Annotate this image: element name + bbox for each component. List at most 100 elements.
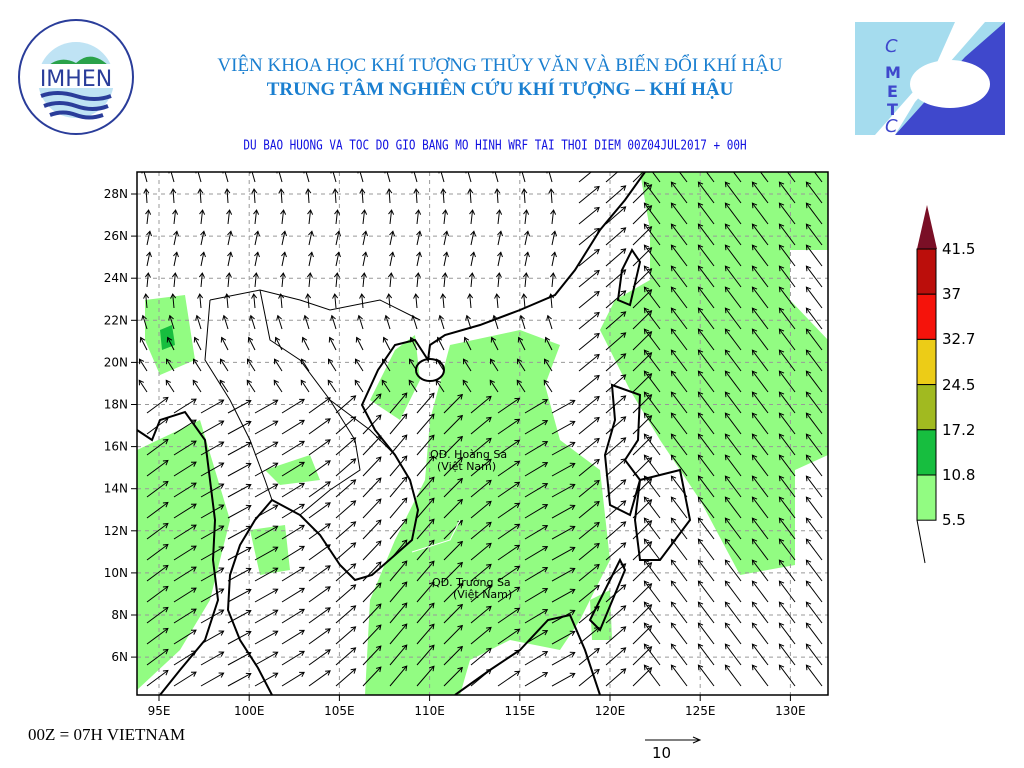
wind-arrow-head (569, 567, 576, 573)
wind-arrow (806, 223, 823, 246)
wind-arrow-head (724, 265, 731, 272)
wind-arrow (470, 273, 473, 288)
wind-arrow (779, 580, 796, 603)
wind-arrow (725, 349, 742, 372)
wind-arrow-head (173, 251, 179, 258)
x-tick-label: 120E (595, 704, 626, 718)
wind-arrow (335, 626, 356, 645)
wind-arrow (281, 419, 305, 435)
wind-arrow-head (299, 461, 305, 468)
wind-arrow-head (441, 272, 448, 278)
wind-arrow (254, 399, 278, 414)
wind-arrow (362, 252, 367, 267)
wind-arrow-head (643, 601, 650, 608)
wind-arrow (359, 172, 364, 183)
wind-arrow (651, 172, 661, 183)
wind-arrow (671, 601, 688, 624)
wind-arrow (470, 459, 492, 477)
wind-arrow-head (569, 651, 576, 657)
wind-arrow (227, 526, 252, 540)
wind-arrow-head (162, 396, 169, 403)
wind-arrow-head (778, 328, 785, 335)
wind-arrow (253, 188, 256, 204)
wind-arrow (494, 172, 499, 183)
wind-arrow-head (778, 307, 785, 314)
wind-arrow-head (805, 601, 812, 608)
wind-arrow-head (725, 161, 730, 166)
wind-arrow-head (569, 441, 576, 447)
wind-arrow-head (594, 668, 600, 675)
wind-arrow-head (542, 441, 549, 447)
wind-arrow (253, 294, 256, 309)
wind-arrow-head (350, 626, 357, 632)
wind-arrow-head (325, 460, 331, 466)
wind-arrow-head (415, 209, 422, 215)
wind-arrow (698, 202, 715, 225)
wind-arrow-head (245, 504, 252, 511)
wind-arrow (548, 172, 553, 183)
wind-arrow (200, 567, 224, 582)
wind-arrow (779, 202, 796, 225)
wind-arrow (332, 172, 337, 183)
wind-arrow-head (621, 165, 626, 170)
wind-arrow-head (805, 517, 812, 524)
wind-arrow (605, 605, 626, 624)
wind-arrow-head (401, 644, 408, 651)
wind-arrow (227, 505, 252, 519)
wind-arrow-head (401, 413, 408, 420)
wind-arrow-head (457, 435, 463, 442)
wind-arrow (335, 500, 356, 519)
wind-arrow (200, 588, 224, 603)
x-tick-label: 125E (685, 704, 716, 718)
wind-arrow (416, 231, 421, 246)
wind-arrow-head (359, 188, 366, 194)
wind-arrow-head (162, 438, 169, 445)
wind-arrow-head (162, 627, 169, 634)
wind-arrow (220, 358, 229, 372)
wind-arrow (725, 412, 742, 435)
wind-arrow-head (429, 392, 435, 399)
y-tick-label: 8N (111, 608, 128, 622)
wind-arrow (779, 412, 796, 435)
wind-arrow (605, 542, 626, 561)
wind-arrow-head (516, 358, 523, 365)
wind-arrow (362, 210, 366, 225)
wind-arrow (470, 606, 492, 624)
wind-arrow-head (751, 223, 758, 230)
wind-arrow-head (751, 391, 758, 398)
wind-arrow-head (325, 439, 331, 445)
wind-arrow-head (401, 581, 408, 588)
wind-arrow-head (165, 379, 171, 386)
wind-arrow (443, 583, 463, 603)
wind-arrow (435, 380, 445, 393)
wind-arrow (280, 294, 283, 309)
wind-arrow (752, 286, 769, 309)
wind-arrow-head (429, 434, 435, 441)
wind-arrow (389, 539, 408, 561)
wind-arrow (416, 252, 421, 267)
wind-arrow-head (162, 522, 169, 529)
wind-arrow-head (805, 643, 812, 650)
wind-arrow-head (646, 289, 653, 295)
wind-arrow-head (273, 379, 279, 386)
wind-arrow (281, 650, 305, 666)
wind-arrow (362, 498, 382, 519)
wind-arrow-head (218, 567, 225, 573)
wind-arrow-head (411, 314, 417, 321)
wind-arrow-head (245, 525, 252, 532)
wind-arrow (277, 315, 283, 330)
y-tick-label: 12N (104, 524, 128, 538)
wind-arrow (806, 244, 823, 267)
wind-arrow-head (274, 336, 281, 343)
wind-arrow (223, 315, 229, 330)
wind-arrow-head (246, 358, 253, 365)
wind-arrow (497, 439, 520, 456)
wind-arrow-head (542, 399, 549, 405)
wind-arrow (752, 496, 769, 519)
wind-arrow-head (299, 650, 305, 657)
wind-arrow (524, 504, 548, 519)
wind-arrow-head (401, 602, 408, 609)
wind-arrow-head (350, 542, 357, 548)
wind-arrow (605, 311, 626, 330)
wind-arrow (145, 294, 148, 309)
